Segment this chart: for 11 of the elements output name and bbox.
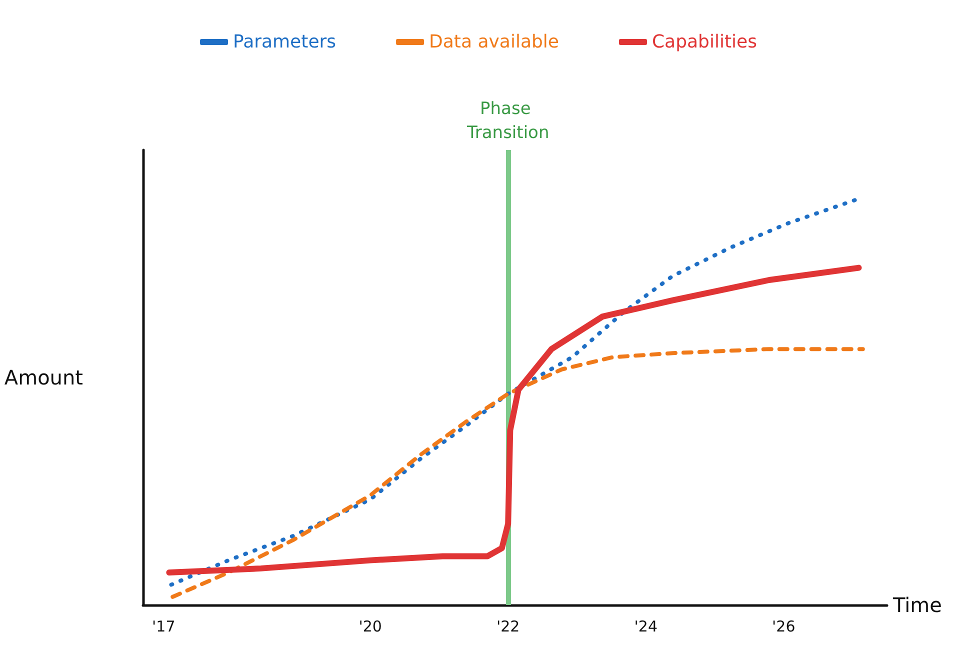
y-axis-title: Amount xyxy=(4,366,84,390)
ref-line-label: Phase Transition xyxy=(466,99,550,143)
x-tick-label: '17 xyxy=(152,618,176,636)
legend-label: Data available xyxy=(429,32,559,52)
x-tick-label: '24 xyxy=(634,618,658,636)
legend-label: Parameters xyxy=(233,32,336,52)
x-axis-title: Time xyxy=(892,593,942,617)
x-tick-label: '26 xyxy=(772,618,796,636)
x-tick-label: '20 xyxy=(358,618,382,636)
legend-label: Capabilities xyxy=(652,32,757,52)
x-tick-label: '22 xyxy=(496,618,520,636)
